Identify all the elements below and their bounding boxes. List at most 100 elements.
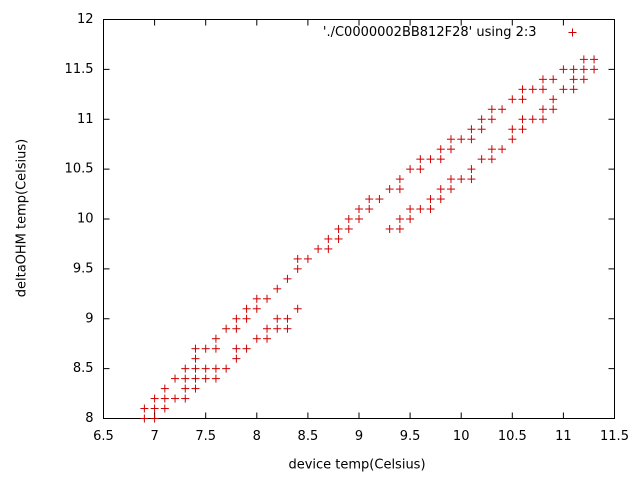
x-axis-label: device temp(Celsius)	[288, 458, 425, 473]
point	[569, 65, 578, 74]
point	[160, 384, 169, 393]
point	[487, 105, 496, 114]
point	[446, 145, 455, 154]
point	[467, 125, 476, 134]
point	[222, 324, 231, 333]
point	[171, 394, 180, 403]
point	[252, 334, 261, 343]
legend-label: './C0000002BB812F28' using 2:3	[323, 25, 537, 40]
point	[549, 95, 558, 104]
point	[191, 354, 200, 363]
y-tick-label: 9.5	[73, 261, 94, 276]
point	[569, 85, 578, 94]
point	[569, 75, 578, 84]
point	[211, 374, 220, 383]
point	[273, 314, 282, 323]
point	[303, 254, 312, 263]
point	[222, 364, 231, 373]
point	[171, 374, 180, 383]
point	[355, 215, 363, 223]
point	[518, 95, 527, 104]
point	[191, 364, 200, 373]
point	[590, 65, 599, 74]
point	[406, 215, 415, 223]
point	[242, 344, 251, 353]
point	[344, 215, 353, 223]
point	[181, 394, 190, 403]
point	[385, 185, 394, 194]
point	[498, 105, 507, 114]
point	[416, 165, 425, 174]
point	[232, 344, 241, 353]
x-tick-label: 7	[150, 429, 158, 444]
point	[538, 75, 547, 84]
point	[252, 304, 261, 313]
point	[549, 75, 558, 84]
point	[273, 284, 282, 293]
y-tick-label: 8	[85, 411, 93, 426]
point	[181, 364, 190, 373]
point	[416, 155, 425, 164]
point	[436, 145, 445, 154]
point	[324, 234, 333, 243]
point	[242, 314, 251, 323]
point	[518, 85, 527, 94]
point	[181, 384, 190, 393]
y-tick-label: 11.5	[65, 62, 94, 77]
x-tick-label: 6.5	[93, 429, 114, 444]
point	[579, 55, 588, 64]
point	[252, 294, 261, 303]
x-tick-label: 10	[453, 429, 470, 444]
point	[457, 135, 466, 144]
point	[559, 85, 568, 94]
point	[232, 354, 241, 363]
point	[273, 324, 282, 333]
point	[375, 195, 384, 204]
y-tick-label: 9	[85, 311, 93, 326]
x-tick-label: 11	[555, 429, 572, 444]
point	[446, 185, 455, 194]
point	[365, 195, 374, 204]
legend-marker	[568, 28, 577, 37]
x-tick-label: 11.5	[600, 429, 629, 444]
point	[467, 165, 476, 174]
point	[508, 95, 517, 104]
point	[487, 145, 496, 154]
point	[140, 404, 149, 413]
point	[406, 205, 415, 214]
point	[344, 224, 353, 233]
x-tick-label: 9	[355, 429, 363, 444]
point	[436, 195, 445, 204]
point	[365, 205, 374, 214]
point	[263, 294, 272, 303]
point	[283, 314, 292, 323]
point	[426, 205, 435, 214]
point	[518, 125, 527, 134]
point	[508, 125, 517, 134]
point	[446, 135, 455, 144]
point	[160, 404, 169, 413]
y-tick-label: 10.5	[65, 162, 94, 177]
point	[324, 244, 333, 253]
point	[232, 314, 241, 323]
point	[242, 304, 251, 313]
x-tick-label: 10.5	[498, 429, 527, 444]
point	[355, 205, 363, 214]
point	[457, 175, 466, 184]
point	[150, 404, 159, 413]
point	[201, 374, 210, 383]
point	[498, 145, 507, 154]
point	[549, 105, 558, 114]
x-tick-label: 8.5	[298, 429, 319, 444]
point	[232, 324, 241, 333]
point	[477, 125, 486, 134]
point	[314, 244, 323, 253]
point	[436, 185, 445, 194]
point	[436, 155, 445, 164]
point	[395, 224, 404, 233]
point	[528, 85, 537, 94]
point	[293, 304, 302, 313]
point	[426, 195, 435, 204]
